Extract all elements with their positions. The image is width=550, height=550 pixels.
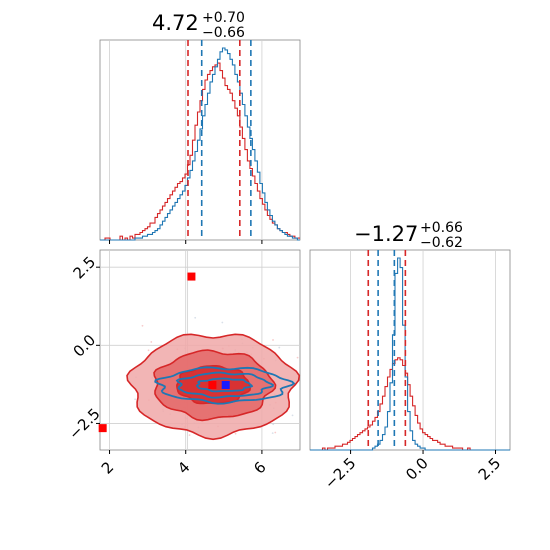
joint-y-tick-label: 0.0 bbox=[70, 331, 100, 361]
joint-sample-point bbox=[147, 349, 150, 352]
blue-contour-middle bbox=[175, 371, 275, 399]
joint-x-tick-label: 2 bbox=[98, 458, 117, 477]
marginal-x-title-value: 4.72 bbox=[152, 11, 199, 35]
marginal-x-histogram-panel: 4.72 +0.70 −0.66 bbox=[99, 10, 301, 244]
marginal-x-title-plus: +0.70 bbox=[202, 10, 245, 26]
joint-sample-point bbox=[274, 431, 277, 434]
joint-sample-point bbox=[271, 432, 274, 435]
red-marker bbox=[208, 381, 217, 389]
marginal-y-tick-label: −2.5 bbox=[321, 454, 359, 492]
blue-density-contours bbox=[154, 366, 296, 405]
joint-sample-point bbox=[272, 423, 275, 426]
marginal-y-title-value: −1.27 bbox=[354, 222, 418, 246]
marginal-y-tick-label: 0.0 bbox=[402, 454, 432, 484]
marginal-y-title-plus: +0.66 bbox=[420, 220, 463, 236]
joint-sample-point bbox=[278, 346, 281, 349]
marginal-y-title-minus: −0.62 bbox=[420, 235, 463, 251]
joint-sample-point bbox=[194, 316, 197, 319]
joint-y-ticks: 2.50.0−2.5 bbox=[65, 253, 103, 443]
marginal-y-histogram-blue bbox=[310, 257, 510, 451]
marginal-y-gridlines bbox=[350, 250, 496, 450]
joint-markers bbox=[98, 272, 230, 433]
joint-x-tick-label: 4 bbox=[174, 458, 193, 477]
joint-sample-point bbox=[188, 434, 191, 437]
joint-y-tick-label: 2.5 bbox=[70, 253, 100, 283]
marginal-y-tick-label: 2.5 bbox=[475, 454, 505, 484]
joint-x-ticks: 2 4 6 bbox=[98, 450, 270, 478]
joint-sample-point bbox=[134, 398, 137, 401]
marginal-x-histogram-blue bbox=[100, 47, 300, 241]
joint-sample-point bbox=[272, 339, 274, 341]
marginal-x-ticks bbox=[109, 240, 263, 244]
marginal-y-ticks: −2.5 0.0 2.5 bbox=[321, 450, 504, 493]
joint-x-tick-label: 6 bbox=[250, 458, 269, 477]
blue-marker bbox=[221, 381, 230, 389]
marginal-x-title-minus: −0.66 bbox=[202, 25, 245, 41]
joint-sample-point bbox=[296, 356, 299, 359]
marginal-y-histograms bbox=[310, 257, 510, 451]
joint-sample-point bbox=[291, 414, 294, 417]
joint-sample-point bbox=[150, 341, 153, 343]
marginal-x-quantile-lines bbox=[187, 40, 252, 240]
marginal-y-quantile-lines bbox=[367, 250, 407, 450]
red-marker bbox=[98, 424, 107, 433]
marginal-y-histogram-panel: −2.5 0.0 2.5 −1.27 +0.66 −0.62 bbox=[309, 220, 511, 493]
blue-contour-outer bbox=[154, 366, 296, 405]
blue-contour-inner bbox=[196, 377, 254, 393]
joint-sample-point bbox=[141, 324, 144, 327]
joint-sample-point bbox=[234, 432, 237, 435]
red-marker bbox=[187, 272, 196, 281]
marginal-x-gridlines bbox=[109, 40, 263, 240]
joint-sample-point bbox=[221, 321, 224, 324]
